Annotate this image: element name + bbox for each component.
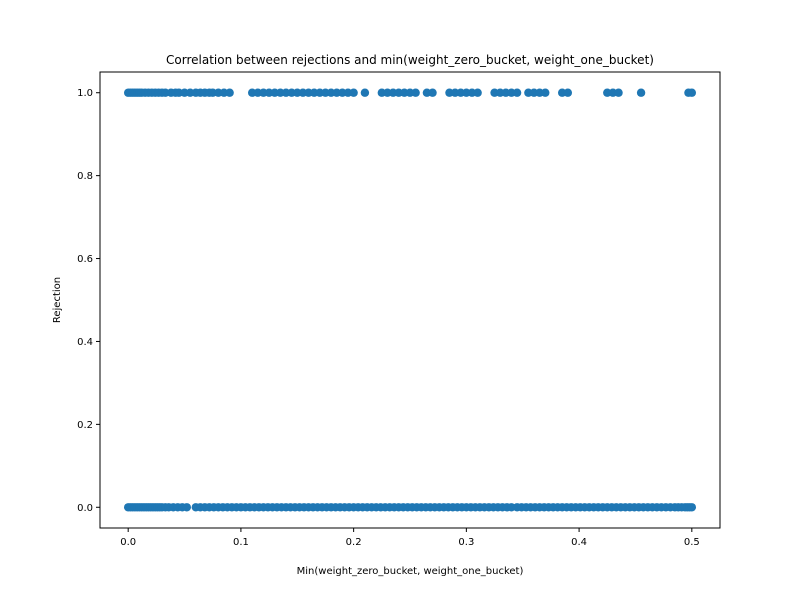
scatter-point [428,88,437,97]
y-tick-label: 0.8 [77,171,93,182]
y-tick-label: 0.0 [77,503,93,514]
y-tick-label: 0.4 [77,337,93,348]
scatter-point [563,88,573,97]
scatter-point [411,88,420,97]
chart-title: Correlation between rejections and min(w… [166,53,654,67]
scatter-point [182,503,191,512]
scatter-point [512,88,522,97]
scatter-point [614,88,623,97]
scatter-point [360,88,370,97]
scatter-point [473,88,482,97]
x-axis-label: Min(weight_zero_bucket, weight_one_bucke… [297,566,524,577]
x-tick-label: 0.4 [571,537,587,548]
scatter-point [225,88,234,97]
scatter-point [687,88,697,97]
x-tick-label: 0.5 [684,537,700,548]
x-tick-label: 0.2 [346,537,362,548]
y-tick-label: 0.6 [77,254,93,265]
scatter-point [687,503,697,512]
scatter-point [349,88,358,97]
scatter-point [541,88,550,97]
scatter-point [636,88,646,97]
y-tick-label: 0.2 [77,420,93,431]
x-tick-label: 0.3 [458,537,474,548]
y-axis: 0.0 0.2 0.4 0.6 0.8 1.0 [77,88,100,514]
x-axis: 0.0 0.1 0.2 0.3 0.4 0.5 [120,528,700,548]
x-tick-label: 0.1 [233,537,249,548]
y-tick-label: 1.0 [77,88,93,99]
plot-frame [99,71,721,529]
data-points [123,88,697,512]
x-tick-label: 0.0 [120,537,136,548]
y-axis-label: Rejection [52,277,63,323]
